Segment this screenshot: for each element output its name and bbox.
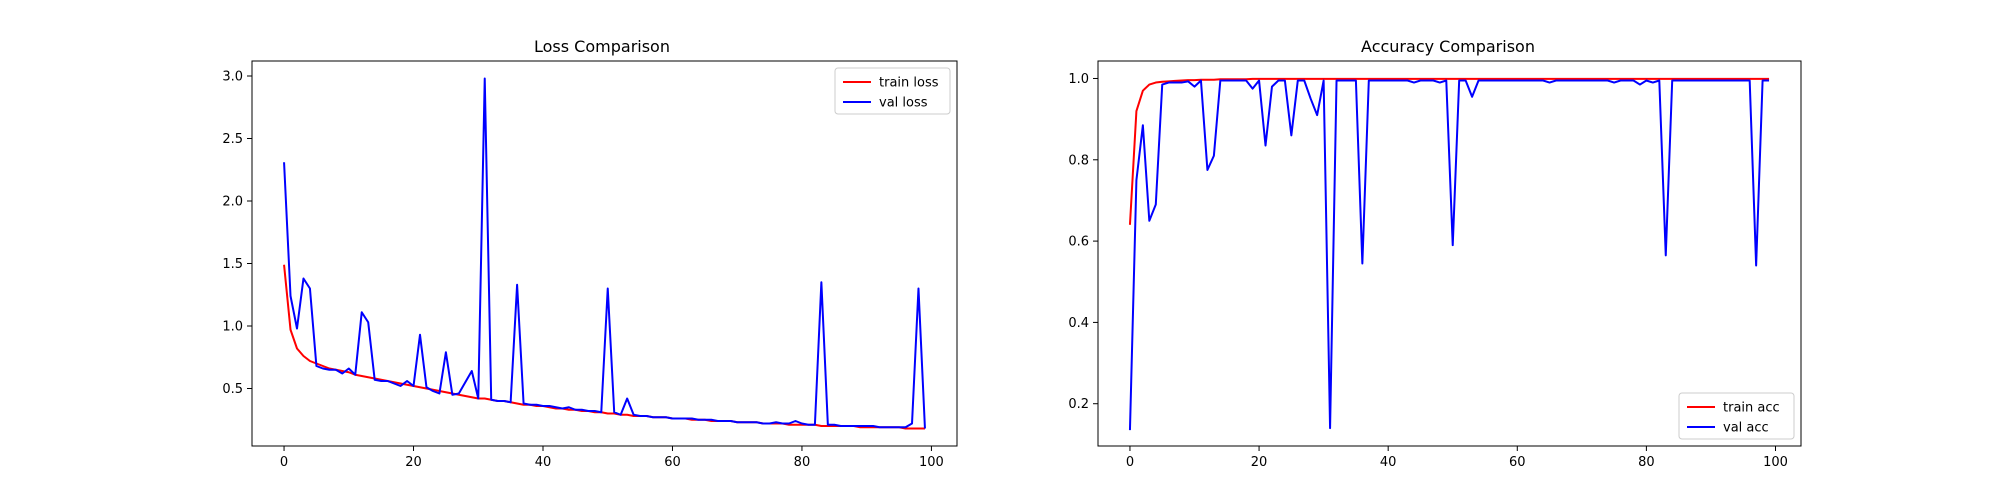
loss-y-tick-label: 1.5 — [222, 257, 243, 272]
accuracy-x-tick-label: 0 — [1126, 455, 1134, 470]
accuracy-y-tick-label: 0.6 — [1068, 235, 1089, 250]
accuracy-chart-title: Accuracy Comparison — [1361, 37, 1535, 56]
loss-chart: Loss Comparison 0 20 40 60 80 100 0.5 1.0 1.5 2.0… — [222, 37, 958, 470]
loss-x-tick-label: 40 — [535, 455, 552, 470]
loss-y-tick-label: 3.0 — [222, 70, 243, 85]
loss-legend-label-val: val loss — [879, 96, 928, 111]
loss-legend: train loss val loss — [834, 67, 951, 115]
accuracy-y-tick-label: 0.4 — [1068, 316, 1089, 331]
accuracy-x-tick-label: 100 — [1763, 455, 1788, 470]
accuracy-x-tick-label: 40 — [1380, 455, 1397, 470]
loss-x-tick-label: 60 — [664, 455, 681, 470]
loss-y-tick-label: 0.5 — [222, 382, 243, 397]
loss-plot-area: 0 20 40 60 80 100 0.5 1.0 1.5 2.0 2.5 3.0 train loss… — [222, 60, 958, 470]
loss-x-tick-label: 80 — [794, 455, 811, 470]
accuracy-x-tick-label: 60 — [1509, 455, 1526, 470]
accuracy-legend-label-train: train acc — [1723, 401, 1780, 416]
accuracy-series-line-train — [1128, 77, 1770, 225]
loss-y-tick-label: 2.5 — [222, 132, 243, 147]
accuracy-chart: Accuracy Comparison 0 20 40 60 80 100 0.2 0.4 0.… — [1068, 37, 1802, 470]
loss-series-line-val — [283, 77, 926, 429]
accuracy-legend-label-val: val acc — [1723, 421, 1769, 436]
accuracy-y-tick-label: 0.8 — [1068, 153, 1089, 168]
accuracy-legend: train acc val acc — [1678, 392, 1795, 440]
loss-y-tick-label: 2.0 — [222, 195, 243, 210]
loss-legend-label-train: train loss — [879, 76, 939, 91]
accuracy-x-tick-label: 80 — [1638, 455, 1655, 470]
accuracy-axes-frame — [1097, 60, 1802, 447]
loss-axes-frame — [251, 60, 958, 447]
accuracy-y-tick-label: 1.0 — [1068, 72, 1089, 87]
loss-x-tick-label: 0 — [280, 455, 288, 470]
loss-x-tick-label: 20 — [405, 455, 422, 470]
loss-chart-title: Loss Comparison — [534, 37, 670, 56]
loss-x-tick-label: 100 — [919, 455, 944, 470]
accuracy-x-tick-label: 20 — [1251, 455, 1268, 470]
accuracy-series-line-val — [1128, 79, 1770, 431]
accuracy-plot-area: 0 20 40 60 80 100 0.2 0.4 0.6 0.8 1.0 train acc val … — [1068, 60, 1802, 470]
loss-y-tick-label: 1.0 — [222, 320, 243, 335]
accuracy-y-tick-label: 0.2 — [1068, 397, 1089, 412]
